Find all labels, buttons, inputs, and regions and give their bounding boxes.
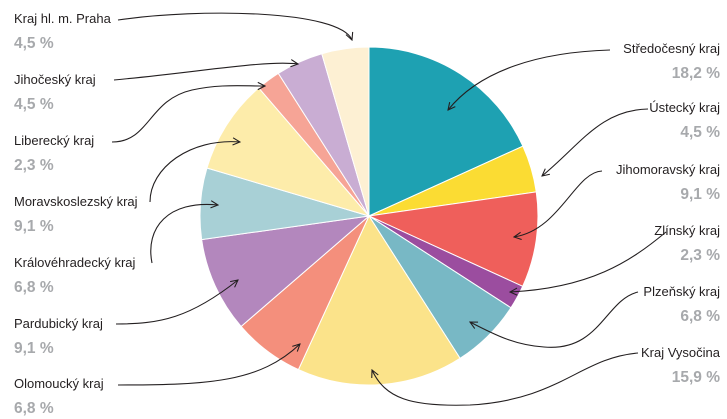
label-plzensky-kraj: Plzeňský kraj [643,284,720,299]
value-kralovehradecky-kraj: 6,8 % [14,279,54,296]
value-kraj-hl-m-praha: 4,5 % [14,35,54,52]
label-jihomoravsky-kraj: Jihomoravský kraj [615,162,720,177]
value-ustecky-kraj: 4,5 % [680,124,720,141]
leader-arrow-moravskoslezsky-kraj [149,142,240,203]
label-kraj-vysocina: Kraj Vysočina [641,345,720,360]
pie-slice-kraj-hl-m-praha [321,46,370,217]
label-pardubicky-kraj: Pardubický kraj [14,316,103,331]
pie-slice-kraj-vysocina [297,214,461,386]
leader-arrow-kralovehradecky-kraj [150,204,218,264]
pie-slice-jihomoravsky-kraj [367,191,539,288]
value-pardubicky-kraj: 9,1 % [14,340,54,357]
label-zlinsky-kraj: Zlínský kraj [654,223,720,238]
label-ustecky-kraj: Ústecký kraj [649,100,720,115]
label-kralovehradecky-kraj: Královéhradecký kraj [14,255,136,270]
leader-arrow-stredocesky-kraj [448,49,611,110]
leader-arrow-pardubicky-kraj [115,280,238,325]
leader-arrow-kraj-vysocina [372,352,639,406]
value-liberecky-kraj: 2,3 % [14,157,54,174]
pie-slice-pardubicky-kraj [201,215,371,328]
label-jihocesky-kraj: Jihočeský kraj [14,72,96,87]
leader-arrow-zlinsky-kraj [510,231,667,292]
label-stredocesky-kraj: Středočesný kraj [623,41,720,56]
leader-arrow-jihocesky-kraj [113,63,298,81]
leader-arrow-jihomoravsky-kraj [514,170,603,237]
value-kraj-vysocina: 15,9 % [671,369,720,386]
pie-slice-stredocesny-kraj [368,46,524,217]
label-kraj-hl-m-praha: Kraj hl. m. Praha [14,11,111,26]
value-jihomoravsky-kraj: 9,1 % [680,186,720,203]
leader-arrow-kraj-hl-m-praha [117,12,352,40]
value-olomoucky-kraj: 6,8 % [14,400,54,417]
label-liberecky-kraj: Liberecký kraj [14,133,95,148]
value-moravskoslezsky-kraj: 9,1 % [14,218,54,235]
leader-arrow-olomoucky-kraj [117,344,300,386]
value-plzensky-kraj: 6,8 % [680,308,720,325]
value-stredocesky-kraj: 18,2 % [671,65,720,82]
leader-arrow-plzensky-kraj [470,291,639,348]
label-moravskoslezsky-kraj: Moravskoslezský kraj [14,194,138,209]
pie-slice-moravskoslezsky-kraj [206,87,371,217]
leader-arrow-liberecky-kraj [111,86,265,143]
label-olomoucky-kraj: Olomoucký kraj [14,376,104,391]
leader-arrow-ustecky-kraj [542,108,649,176]
value-jihocesky-kraj: 4,5 % [14,96,54,113]
value-zlinsky-kraj: 2,3 % [680,247,720,264]
